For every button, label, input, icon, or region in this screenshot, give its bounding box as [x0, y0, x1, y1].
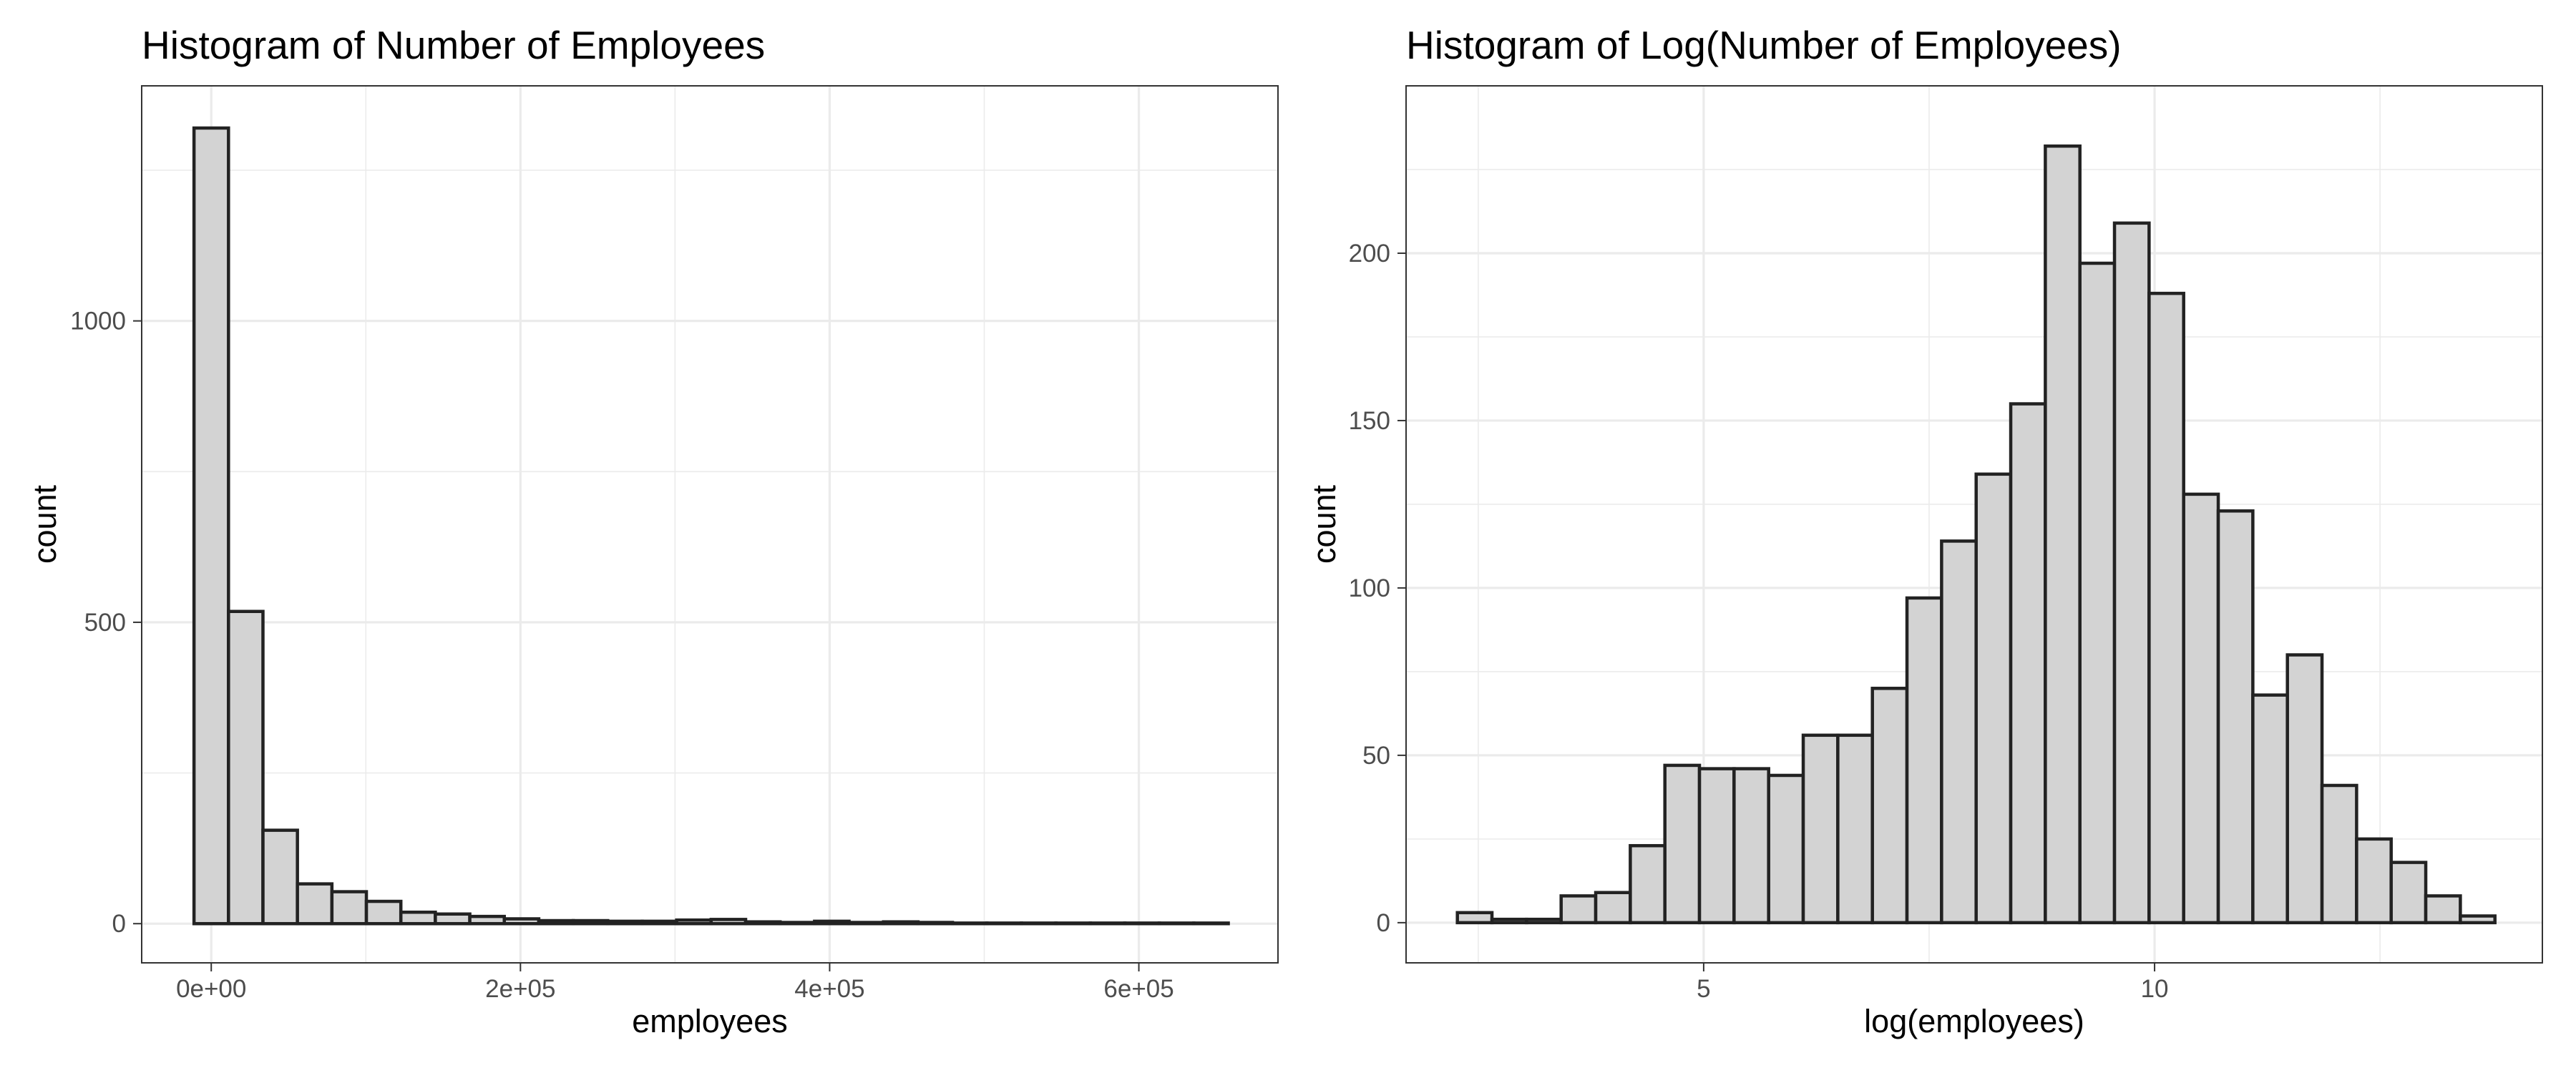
histogram-bar [502, 917, 541, 926]
histogram-bar [537, 918, 575, 926]
histogram-bar [640, 919, 678, 926]
histogram-bar [2147, 291, 2185, 925]
histogram-bar [2216, 509, 2255, 925]
histogram-bar [778, 921, 816, 926]
plot-panel [141, 85, 1279, 964]
x-tick-label: 2e+05 [485, 975, 555, 1003]
employees-histogram: Histogram of Number of Employees 0e+00 2e… [26, 23, 1279, 1039]
x-tick-label: 5 [1697, 975, 1710, 1003]
y-tick-label: 50 [1362, 742, 1390, 770]
y-tick-label: 500 [84, 609, 126, 637]
y-tick-label: 150 [1349, 407, 1390, 435]
x-axis-title: log(employees) [1864, 1003, 2084, 1039]
x-axis-title: employees [632, 1003, 788, 1039]
histogram-bar [606, 919, 644, 926]
histogram-bar [468, 914, 507, 926]
histogram-bar [2320, 783, 2358, 925]
histogram-bar [1732, 767, 1770, 925]
histogram-bar [2251, 693, 2289, 925]
histogram-bar [296, 882, 334, 926]
histogram-bar [192, 126, 230, 926]
histogram-bar [916, 921, 955, 926]
histogram-bar [675, 918, 713, 926]
histogram-bar [1594, 891, 1632, 925]
y-axis-title: count [26, 484, 63, 564]
panel-border [141, 85, 1279, 964]
panel-border [1405, 85, 2543, 964]
histogram-bars [192, 126, 1230, 926]
histogram-bar [1455, 911, 1494, 925]
histogram-bar [1801, 733, 1840, 925]
histogram-bar [227, 609, 265, 926]
histogram-bar [2044, 144, 2082, 925]
histogram-bar [743, 920, 782, 926]
histogram-bar [261, 828, 299, 926]
y-tick-label: 100 [1349, 574, 1390, 602]
histogram-bar [1490, 917, 1528, 925]
histogram-bar [1663, 763, 1702, 925]
x-axis-ticks: 5 10 [1697, 963, 2169, 1003]
histogram-bar [2078, 261, 2117, 925]
histogram-bar [1940, 539, 1978, 925]
histogram-bar [2459, 914, 2497, 925]
histogram-bar [1767, 773, 1805, 925]
histogram-bar [1629, 843, 1667, 925]
histogram-bar [2389, 861, 2428, 925]
x-tick-label: 6e+05 [1103, 975, 1174, 1003]
y-axis-ticks: 0 50 100 150 200 [1349, 240, 1406, 937]
histogram-bar [1905, 596, 1943, 925]
y-tick-label: 0 [112, 910, 126, 938]
y-tick-label: 200 [1349, 240, 1390, 268]
histogram-bar [813, 919, 851, 926]
y-axis-ticks: 0 500 1000 [70, 308, 142, 938]
histogram-bar [882, 920, 920, 926]
histogram-bar [2112, 221, 2151, 925]
histogram-bar [399, 910, 437, 926]
y-tick-label: 0 [1377, 909, 1390, 937]
histogram-bar [434, 912, 472, 926]
histogram-bar [709, 918, 748, 926]
histogram-bars [1455, 144, 2497, 925]
histogram-bar [2355, 837, 2393, 925]
histogram-bar [571, 918, 610, 926]
x-tick-label: 4e+05 [794, 975, 864, 1003]
histogram-bar [1870, 687, 1909, 925]
histogram-bar [2285, 653, 2324, 925]
histogram-bar [1697, 767, 1736, 925]
histogram-bar [2182, 492, 2220, 925]
y-axis-title: count [1306, 484, 1342, 564]
chart-title: Histogram of Number of Employees [142, 23, 765, 67]
x-axis-ticks: 0e+00 2e+05 4e+05 6e+05 [176, 963, 1174, 1003]
log-employees-histogram: Histogram of Log(Number of Employees) 5 1… [1306, 23, 2543, 1039]
histogram-bar [330, 890, 369, 926]
chart-title: Histogram of Log(Number of Employees) [1406, 23, 2122, 67]
x-tick-label: 0e+00 [176, 975, 246, 1003]
histogram-bar [847, 921, 885, 926]
y-tick-label: 1000 [70, 308, 126, 335]
x-tick-label: 10 [2141, 975, 2169, 1003]
histogram-bar [2009, 402, 2047, 925]
histogram-bar [1836, 733, 1874, 925]
histogram-bar [1559, 894, 1598, 925]
histogram-bar [2424, 894, 2462, 925]
histogram-bar [1974, 472, 2013, 925]
histogram-bar [364, 899, 403, 926]
histogram-bar [1525, 917, 1563, 925]
